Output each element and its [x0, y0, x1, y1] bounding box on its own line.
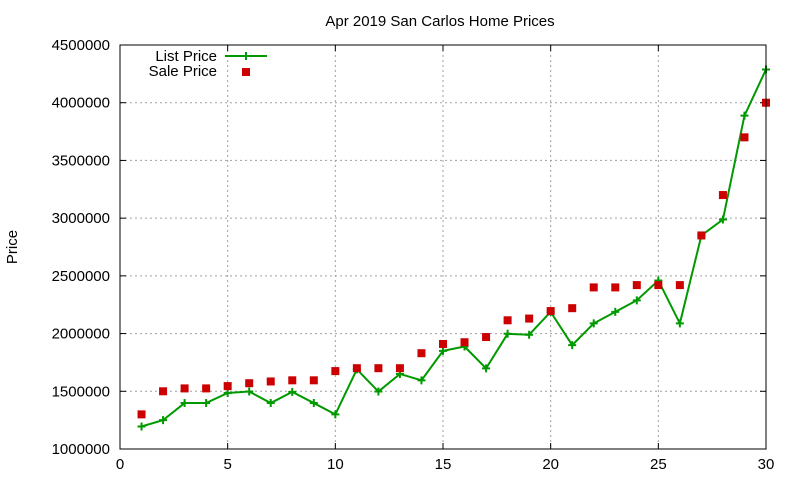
x-tick-label: 15 — [435, 456, 452, 473]
axis-ticks: 0 5 10 15 20 25 30 1000000 1500000 2000000 2500000… — [52, 37, 775, 473]
list-price-point — [675, 319, 684, 328]
y-axis-label: Price — [4, 230, 21, 264]
plot-frame — [119, 44, 767, 450]
y-tick-label: 1000000 — [52, 441, 110, 458]
grid-lines — [120, 45, 766, 449]
sale-price-point — [632, 281, 641, 290]
sale-price-point — [589, 283, 598, 292]
sale-price-point — [395, 364, 404, 373]
list-price-point — [525, 330, 534, 339]
list-price-point — [202, 399, 211, 408]
sale-price-point — [137, 410, 146, 419]
sale-price-point — [740, 133, 749, 142]
list-price-point — [374, 387, 383, 396]
list-price-point — [245, 387, 254, 396]
y-tick-label: 3000000 — [52, 210, 110, 227]
legend-label-list-price: List Price — [155, 48, 217, 65]
chart-title: Apr 2019 San Carlos Home Prices — [325, 13, 554, 30]
sale-price-point — [503, 316, 512, 325]
sale-price-point — [245, 379, 254, 388]
sale-price-point — [697, 231, 706, 240]
y-tick-label: 4000000 — [52, 95, 110, 112]
x-tick-label: 5 — [223, 456, 231, 473]
sale-price-point — [159, 387, 168, 396]
sale-price-point — [482, 333, 491, 342]
legend-marker-list-price — [242, 52, 250, 60]
list-price-point — [159, 416, 168, 425]
sale-price-point — [223, 382, 232, 391]
sale-price-point — [675, 281, 684, 290]
x-tick-label: 0 — [116, 456, 124, 473]
x-tick-label: 10 — [327, 456, 344, 473]
x-tick-label: 20 — [542, 456, 559, 473]
data-series — [137, 65, 770, 431]
list-price-point — [417, 376, 426, 385]
list-price-point — [503, 329, 512, 338]
y-tick-label: 2500000 — [52, 268, 110, 285]
list-price-point — [180, 399, 189, 408]
y-tick-label: 1500000 — [52, 383, 110, 400]
legend-marker-sale-price — [242, 68, 250, 76]
sale-price-point — [439, 339, 447, 348]
y-tick-label: 2000000 — [52, 326, 110, 343]
sale-price-point — [611, 283, 620, 292]
sale-price-point — [180, 384, 189, 393]
sale-price-point — [352, 364, 361, 373]
x-tick-label: 30 — [758, 456, 775, 473]
list-price-point — [740, 111, 749, 120]
list-price-point — [288, 387, 297, 396]
sale-price-point — [309, 376, 318, 385]
sale-price-point — [331, 367, 340, 376]
list-price-point — [266, 399, 275, 408]
sale-price-point — [460, 338, 469, 347]
list-price-point — [611, 307, 620, 316]
sale-price-point — [202, 384, 211, 393]
x-tick-label: 25 — [650, 456, 667, 473]
list-price-line — [141, 69, 767, 428]
list-price-point — [439, 346, 447, 355]
list-price-point — [309, 399, 318, 408]
sale-price-point — [525, 314, 534, 323]
sale-price-point — [568, 304, 577, 313]
legend-label-sale-price: Sale Price — [149, 63, 217, 80]
list-price-point — [223, 389, 232, 398]
sale-price-point — [546, 307, 555, 316]
list-price-point — [137, 422, 146, 431]
list-price-point — [568, 341, 577, 350]
list-price-point — [632, 296, 641, 305]
list-price-point — [718, 215, 727, 224]
sale-price-point — [417, 349, 426, 358]
sale-price-point — [288, 376, 297, 385]
sale-price-point — [266, 377, 275, 386]
list-price-point — [482, 364, 491, 373]
y-tick-label: 4500000 — [52, 37, 110, 54]
list-price-point — [331, 410, 340, 419]
y-tick-label: 3500000 — [52, 152, 110, 169]
sale-price-point — [654, 281, 663, 290]
sale-price-point — [718, 191, 727, 200]
list-price-point — [589, 319, 598, 328]
sale-price-point — [374, 364, 383, 373]
